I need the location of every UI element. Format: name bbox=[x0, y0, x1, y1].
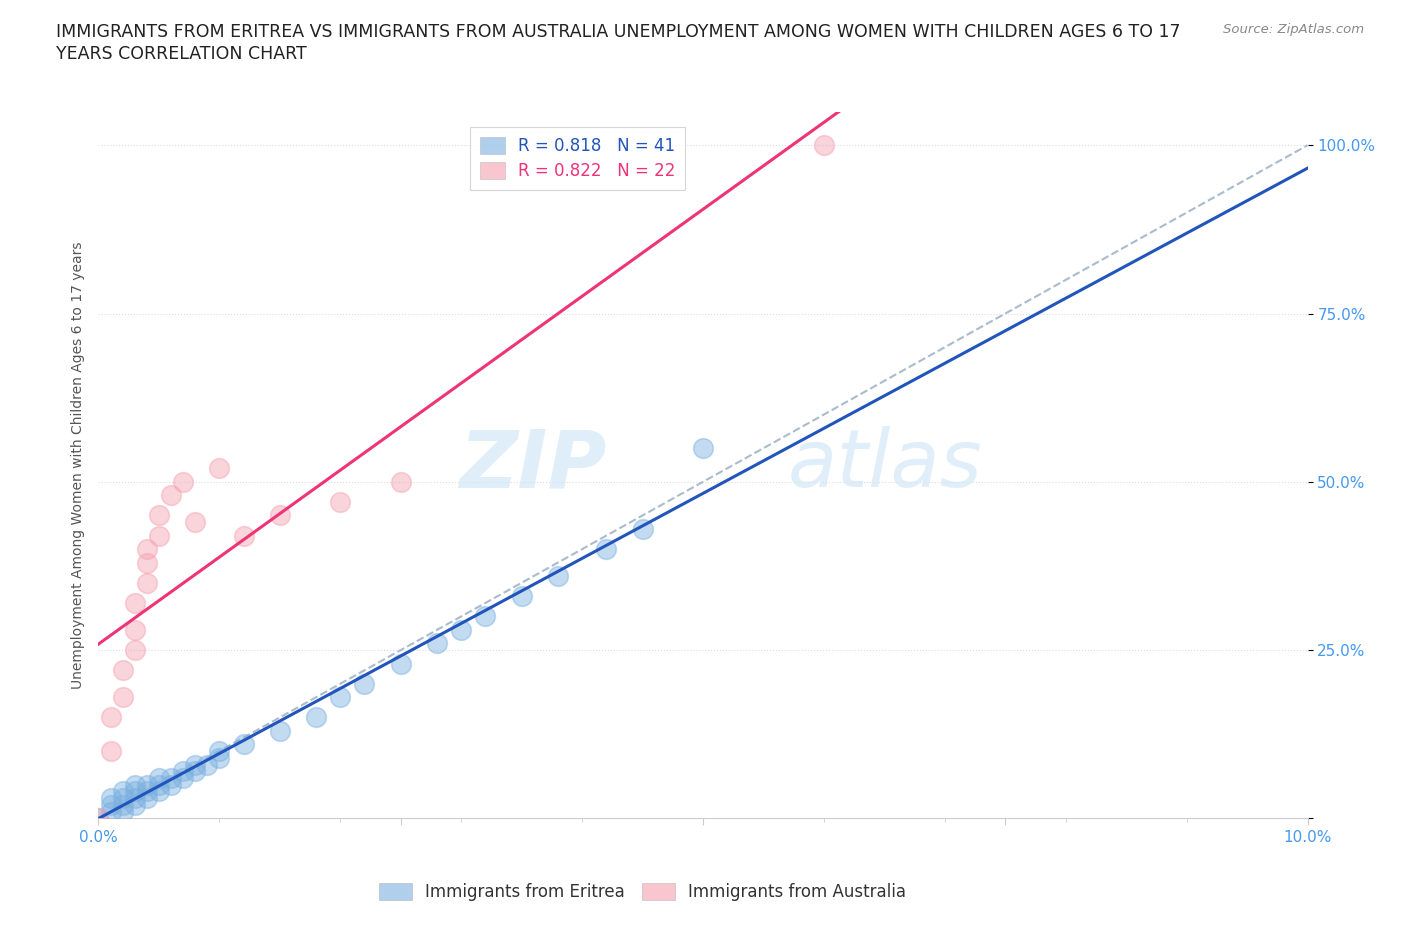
Text: IMMIGRANTS FROM ERITREA VS IMMIGRANTS FROM AUSTRALIA UNEMPLOYMENT AMONG WOMEN WI: IMMIGRANTS FROM ERITREA VS IMMIGRANTS FR… bbox=[56, 23, 1181, 41]
Point bbox=[148, 784, 170, 799]
Point bbox=[135, 555, 157, 570]
Point bbox=[87, 811, 110, 826]
Point bbox=[111, 790, 134, 805]
Point bbox=[111, 690, 134, 705]
Text: atlas: atlas bbox=[787, 426, 983, 504]
Point bbox=[111, 663, 134, 678]
Point bbox=[135, 784, 157, 799]
Point bbox=[100, 790, 122, 805]
Point bbox=[135, 790, 157, 805]
Point bbox=[124, 798, 146, 813]
Point bbox=[100, 798, 122, 813]
Point bbox=[100, 710, 122, 724]
Point bbox=[547, 568, 569, 583]
Point bbox=[111, 784, 134, 799]
Point bbox=[208, 744, 231, 759]
Point bbox=[172, 474, 194, 489]
Point bbox=[160, 771, 183, 786]
Point bbox=[232, 528, 254, 543]
Point bbox=[329, 495, 352, 510]
Point bbox=[631, 522, 654, 537]
Point bbox=[148, 528, 170, 543]
Y-axis label: Unemployment Among Women with Children Ages 6 to 17 years: Unemployment Among Women with Children A… bbox=[70, 241, 84, 689]
Text: Source: ZipAtlas.com: Source: ZipAtlas.com bbox=[1223, 23, 1364, 36]
Point bbox=[184, 757, 207, 772]
Text: ZIP: ZIP bbox=[458, 426, 606, 504]
Point bbox=[208, 751, 231, 765]
Point bbox=[124, 790, 146, 805]
Point bbox=[353, 676, 375, 691]
Point bbox=[100, 804, 122, 819]
Point bbox=[195, 757, 218, 772]
Point bbox=[305, 710, 328, 724]
Point bbox=[148, 777, 170, 792]
Point bbox=[208, 461, 231, 476]
Point bbox=[148, 771, 170, 786]
Point bbox=[595, 541, 617, 556]
Point bbox=[329, 690, 352, 705]
Point bbox=[172, 771, 194, 786]
Point bbox=[160, 488, 183, 503]
Point bbox=[124, 595, 146, 610]
Point bbox=[813, 138, 835, 153]
Text: YEARS CORRELATION CHART: YEARS CORRELATION CHART bbox=[56, 45, 307, 62]
Point bbox=[510, 589, 533, 604]
Point bbox=[692, 441, 714, 456]
Point bbox=[135, 576, 157, 591]
Point bbox=[135, 541, 157, 556]
Point bbox=[184, 764, 207, 778]
Point bbox=[135, 777, 157, 792]
Legend: Immigrants from Eritrea, Immigrants from Australia: Immigrants from Eritrea, Immigrants from… bbox=[373, 876, 912, 908]
Point bbox=[111, 804, 134, 819]
Point bbox=[160, 777, 183, 792]
Point bbox=[389, 474, 412, 489]
Point bbox=[184, 515, 207, 530]
Point bbox=[269, 724, 291, 738]
Point bbox=[124, 622, 146, 637]
Point bbox=[124, 784, 146, 799]
Point bbox=[450, 622, 472, 637]
Point bbox=[124, 643, 146, 658]
Point bbox=[148, 508, 170, 523]
Point bbox=[172, 764, 194, 778]
Point bbox=[87, 811, 110, 826]
Point bbox=[389, 657, 412, 671]
Point bbox=[269, 508, 291, 523]
Point bbox=[124, 777, 146, 792]
Point bbox=[426, 636, 449, 651]
Point bbox=[232, 737, 254, 751]
Point bbox=[100, 744, 122, 759]
Point bbox=[474, 609, 496, 624]
Point bbox=[111, 798, 134, 813]
